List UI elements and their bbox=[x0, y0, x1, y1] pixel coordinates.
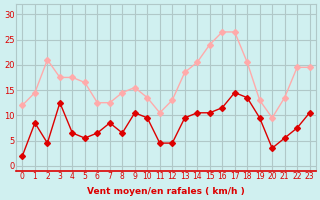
X-axis label: Vent moyen/en rafales ( km/h ): Vent moyen/en rafales ( km/h ) bbox=[87, 187, 245, 196]
